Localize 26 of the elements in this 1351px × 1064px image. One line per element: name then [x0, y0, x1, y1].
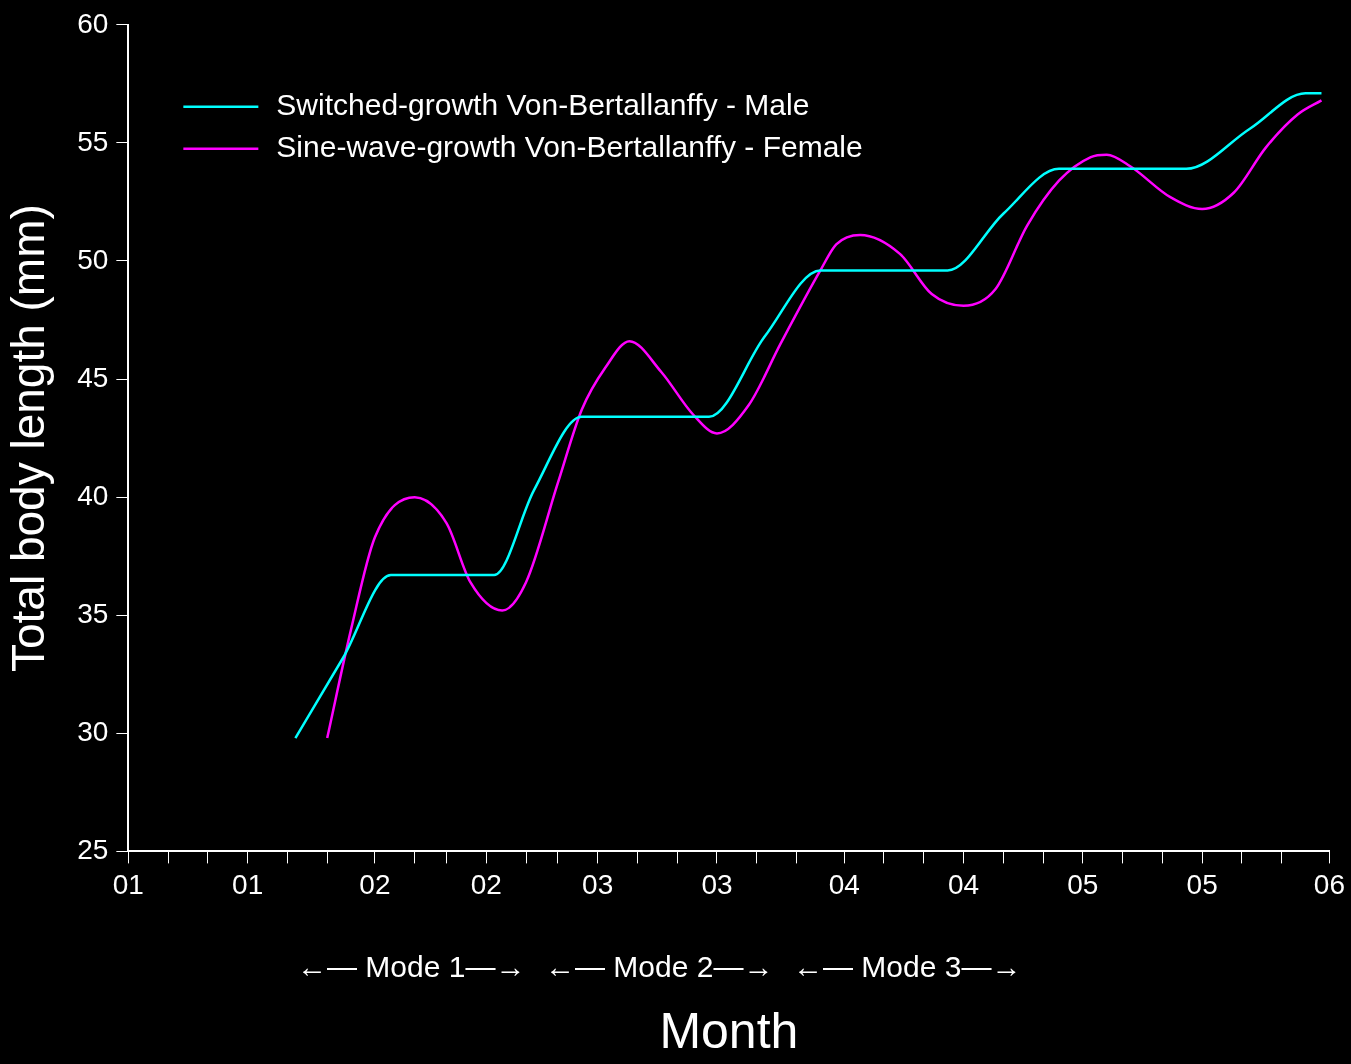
x-tick-label: 01	[112, 868, 144, 900]
y-tick-label: 25	[77, 834, 109, 866]
x-tick-label: 06	[1313, 868, 1346, 900]
y-tick-label: 50	[77, 243, 109, 275]
x-tick-label: 02	[470, 868, 502, 900]
y-tick-label: 45	[77, 361, 109, 393]
text: ←— Mode 2—→	[545, 950, 775, 984]
y-tick-label: 30	[77, 716, 109, 748]
legend-label: Sine-wave-growth Von-Bertallanffy - Female	[276, 130, 863, 164]
x-axis-title: Month	[659, 1002, 799, 1059]
text: ←— Mode 3—→	[793, 950, 1023, 984]
x-tick-label: 03	[701, 868, 733, 900]
text: ←— Mode 1—→	[297, 950, 527, 984]
x-tick-label: 05	[1067, 868, 1099, 900]
y-axis-title: Total body length (mm)	[2, 204, 55, 673]
y-tick-label: 55	[77, 125, 109, 157]
x-tick-label: 04	[828, 868, 860, 900]
y-tick-label: 40	[77, 479, 109, 511]
x-tick-label: 05	[1186, 868, 1218, 900]
x-tick-label: 04	[947, 868, 980, 900]
y-tick-label: 60	[77, 7, 109, 39]
x-tick-label: 01	[232, 868, 264, 900]
y-tick-label: 35	[77, 597, 109, 629]
x-tick-label: 03	[582, 868, 614, 900]
x-tick-label: 02	[359, 868, 391, 900]
legend-label: Switched-growth Von-Bertallanffy - Male	[276, 88, 810, 122]
